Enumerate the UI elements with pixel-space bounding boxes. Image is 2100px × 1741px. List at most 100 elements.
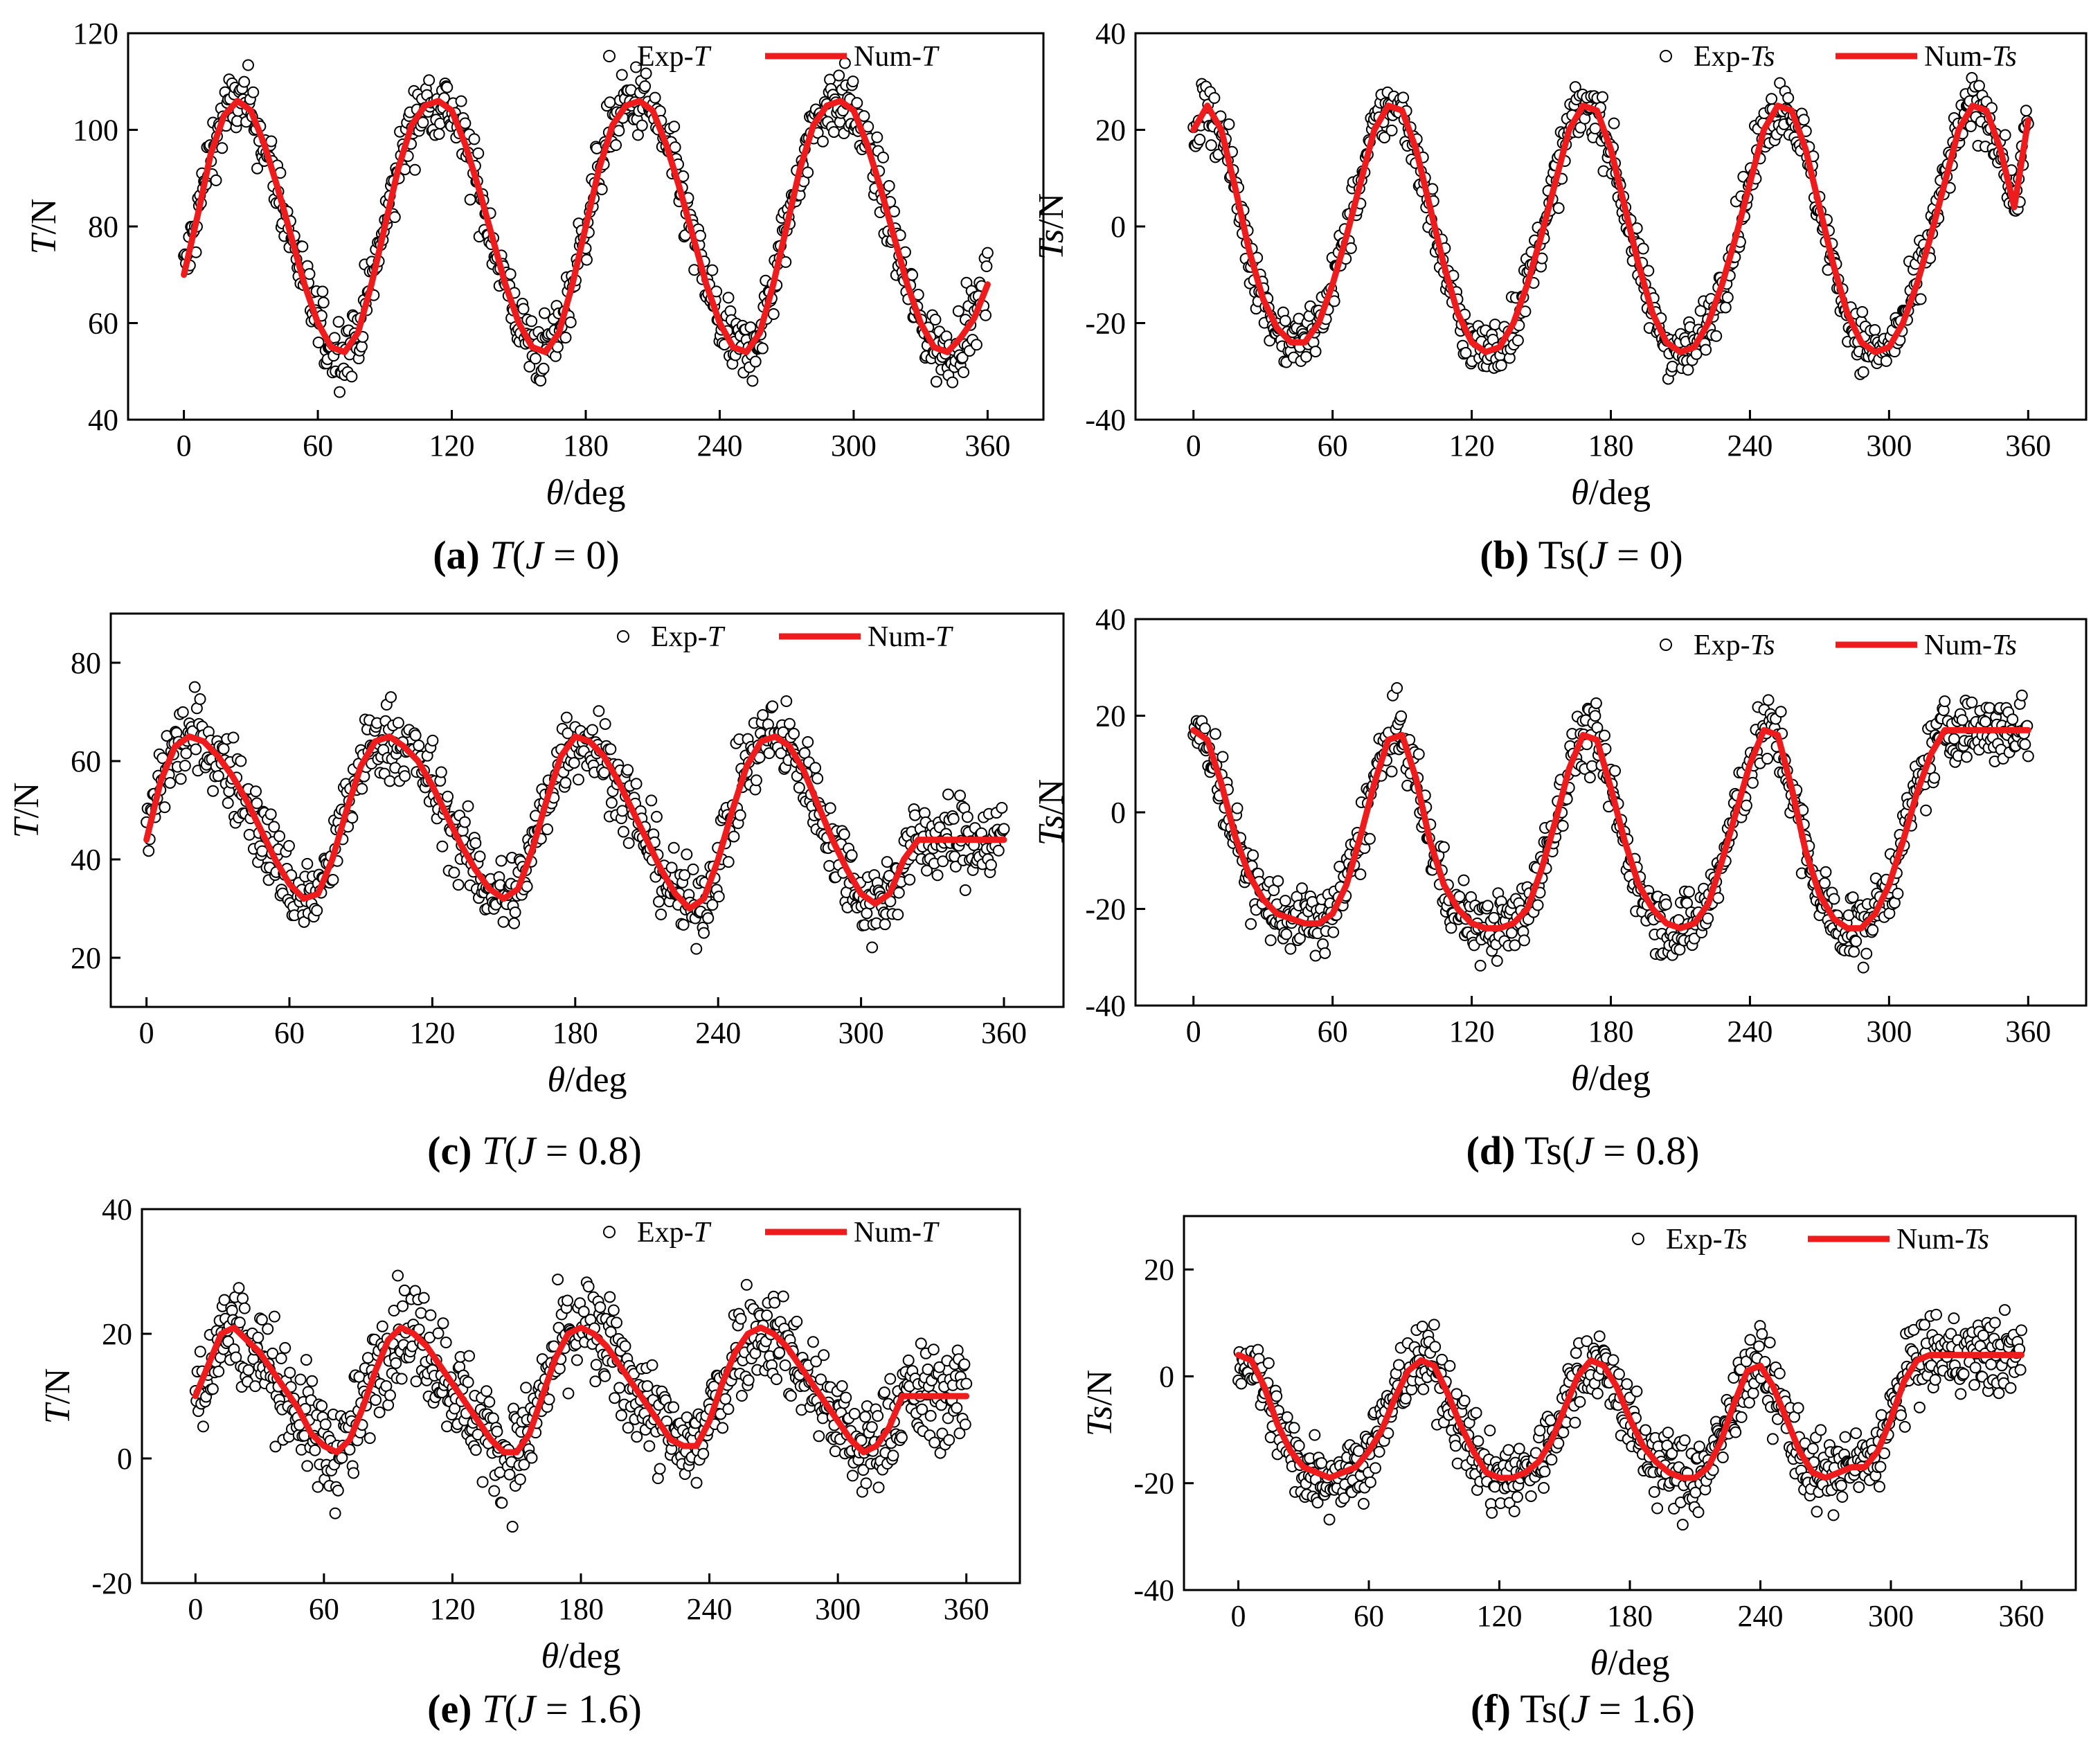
exp-point	[1850, 935, 1863, 947]
exp-point	[838, 57, 851, 69]
caption-rest: = 0.8)	[1592, 1128, 1700, 1173]
x-axis-var: θ	[541, 1636, 559, 1676]
caption-var: T	[482, 1686, 505, 1731]
y-tick-label: 20	[102, 1317, 132, 1351]
y-tick-label: 80	[71, 646, 101, 680]
legend-num-label: Num-T	[854, 41, 940, 73]
x-tick-label: 180	[1607, 1599, 1653, 1633]
exp-point	[599, 1370, 611, 1382]
exp-point	[1378, 132, 1390, 144]
caption-param: J	[1575, 1128, 1593, 1173]
exp-point	[1262, 1357, 1275, 1369]
exp-point	[552, 1274, 564, 1286]
exp-point	[1354, 868, 1367, 880]
exp-scatter-series	[1187, 72, 2034, 385]
exp-point	[1853, 1481, 1865, 1493]
exp-point	[871, 131, 883, 143]
x-axis-unit: /deg	[565, 1060, 627, 1100]
exp-point	[1363, 832, 1376, 845]
x-tick-label: 0	[188, 1592, 203, 1626]
exp-point	[435, 766, 447, 778]
exp-point	[1511, 1491, 1523, 1503]
exp-point	[1631, 1385, 1643, 1398]
exp-point	[706, 899, 719, 911]
exp-point	[878, 1386, 890, 1399]
exp-point	[951, 1402, 963, 1414]
legend-num-label: Num-T	[868, 621, 953, 653]
exp-point	[690, 1476, 703, 1489]
exp-point	[622, 837, 635, 849]
exp-point	[816, 1412, 829, 1425]
exp-point	[1766, 93, 1778, 105]
exp-point	[1764, 1337, 1776, 1349]
exp-point	[946, 376, 959, 389]
exp-point	[1818, 877, 1831, 889]
exp-point	[1311, 1497, 1324, 1509]
exp-point	[2020, 105, 2032, 117]
legend-exp-var: T	[694, 1217, 712, 1249]
exp-point	[1223, 118, 1235, 130]
exp-point	[1444, 1359, 1456, 1372]
exp-point	[210, 174, 222, 186]
exp-point	[1417, 1383, 1430, 1395]
exp-point	[643, 1440, 656, 1452]
x-tick-label: 360	[2005, 1015, 2051, 1048]
exp-point	[222, 1335, 235, 1348]
exp-point	[483, 1395, 496, 1408]
exp-point	[970, 339, 982, 351]
exp-point	[1545, 1454, 1558, 1466]
legend-num-var: T	[935, 621, 953, 653]
x-tick-label: 120	[1449, 1015, 1495, 1048]
exp-point	[636, 119, 648, 132]
exp-point	[164, 776, 177, 789]
exp-point	[1702, 912, 1714, 925]
exp-point	[1279, 895, 1291, 907]
x-tick-label: 360	[1998, 1599, 2044, 1633]
exp-point	[1199, 722, 1211, 735]
exp-point	[687, 863, 699, 875]
x-tick-label: 240	[687, 1592, 733, 1626]
x-tick-label: 120	[429, 1592, 475, 1626]
exp-point	[264, 808, 277, 821]
exp-point	[645, 794, 658, 807]
y-axis-unit: /N	[24, 199, 64, 235]
exp-point	[916, 1403, 928, 1416]
exp-point	[929, 314, 942, 326]
exp-point	[1453, 891, 1466, 903]
exp-point	[282, 840, 295, 852]
exp-point	[895, 1431, 908, 1444]
chart-panel-e: 0 60 120 180 240 300 360 -20 0 20 40 θ/deg T/N Exp-T N…	[0, 1184, 1050, 1741]
exp-point	[728, 830, 740, 843]
chart-a-caption: (a) T(J = 0)	[433, 532, 620, 578]
caption-var: T	[482, 1128, 505, 1173]
exp-point	[1209, 728, 1221, 740]
exp-point	[1762, 694, 1775, 706]
y-axis-unit: /N	[1032, 193, 1071, 229]
exp-point	[442, 790, 454, 803]
exp-point	[763, 747, 775, 760]
x-tick-label: 0	[1186, 1015, 1201, 1048]
y-tick-label: -20	[1085, 893, 1126, 927]
exp-point	[242, 1364, 255, 1376]
num-line-series	[1190, 726, 2031, 931]
exp-point	[1508, 1505, 1520, 1517]
legend-num-prefix: Num-	[1924, 41, 1992, 73]
exp-point	[370, 1394, 382, 1407]
x-tick-label: 120	[429, 429, 475, 463]
x-axis-unit: /deg	[1608, 1643, 1670, 1683]
exp-point	[640, 67, 652, 80]
y-axis-var: T	[7, 816, 46, 838]
x-tick-label: 360	[2005, 429, 2051, 463]
exp-point	[233, 1282, 245, 1294]
exp-point	[654, 1463, 666, 1475]
exp-point	[1939, 695, 1951, 708]
exp-point	[887, 1449, 899, 1462]
exp-point	[1538, 1465, 1551, 1478]
exp-point	[1364, 1476, 1376, 1488]
exp-point	[1511, 334, 1524, 347]
exp-point	[1782, 91, 1795, 104]
exp-point	[750, 774, 762, 787]
x-axis-unit: /deg	[559, 1636, 621, 1676]
legend-exp-prefix: Exp-	[651, 621, 708, 653]
